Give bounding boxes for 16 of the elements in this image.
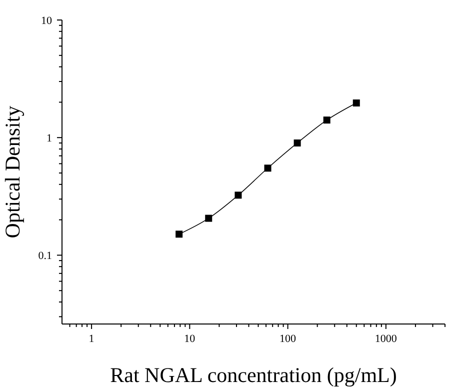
- y-tick-label: 1: [46, 132, 52, 145]
- x-tick-label: 100: [280, 333, 297, 345]
- y-tick-label: 0.1: [38, 250, 52, 262]
- point: [352, 99, 360, 106]
- y-tick-label: 10: [41, 15, 52, 27]
- point: [323, 116, 330, 124]
- x-tick-label: 10: [184, 333, 196, 345]
- y-axis-title: Optical Density: [0, 105, 24, 238]
- x-axis-title: Rat NGAL concentration (pg/mL): [110, 363, 397, 387]
- point: [176, 230, 183, 238]
- x-tick-label: 1: [88, 333, 94, 345]
- point: [264, 164, 272, 172]
- point: [205, 214, 212, 222]
- x-tick-label: 1000: [374, 333, 398, 345]
- point: [234, 192, 242, 199]
- point: [294, 139, 301, 146]
